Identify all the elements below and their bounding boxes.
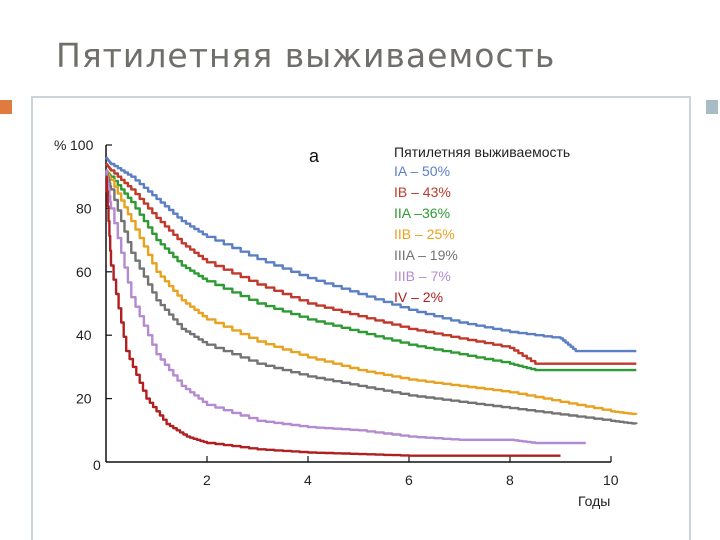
slide-title: Пятилетняя выживаемость	[56, 36, 556, 75]
x-tick-label: 10	[603, 472, 619, 488]
series-group	[105, 162, 637, 365]
x-tick-label-0: 0	[93, 457, 101, 473]
series-group	[105, 175, 561, 457]
x-tick-label: 2	[203, 472, 211, 488]
chart-series	[105, 156, 638, 457]
x-tick-label: 4	[304, 472, 312, 488]
chart-axes: % Годы 0 a	[54, 137, 611, 509]
series-group	[105, 169, 637, 372]
legend-entry: IV – 2%	[394, 289, 443, 305]
chart-ticks: 100 80 60 40 20 2 4 6 8 10	[70, 137, 619, 488]
legend-entry: IIA –36%	[394, 205, 450, 221]
x-tick-label: 6	[405, 472, 413, 488]
series-line	[105, 169, 638, 425]
chart-frame	[31, 96, 691, 540]
series-group	[105, 169, 638, 416]
chart-legend: Пятилетняя выживаемость IA – 50% IB – 43%…	[394, 144, 570, 305]
series-line	[105, 162, 637, 365]
series-group	[105, 156, 637, 353]
legend-entry: IIIA – 19%	[394, 247, 458, 263]
series-line	[105, 169, 637, 372]
y-axis-label: %	[54, 137, 66, 153]
y-tick-label: 100	[70, 137, 94, 153]
y-tick-label: 80	[76, 200, 92, 216]
y-tick-label: 60	[76, 264, 92, 280]
legend-entry: IIIB – 7%	[394, 268, 451, 284]
y-tick-label: 40	[76, 327, 92, 343]
series-line	[105, 175, 561, 457]
series-line	[105, 169, 586, 445]
legend-entry: IB – 43%	[394, 184, 451, 200]
slide-bullet-marker-right	[706, 100, 718, 114]
legend-entry: IIB – 25%	[394, 226, 455, 242]
x-axis-label: Годы	[578, 493, 610, 509]
panel-label: a	[309, 146, 320, 166]
y-tick-label: 20	[76, 391, 92, 407]
legend-title: Пятилетняя выживаемость	[394, 144, 570, 160]
x-tick-label: 8	[506, 472, 514, 488]
series-line	[105, 156, 637, 353]
series-group	[105, 169, 586, 445]
series-group	[105, 169, 638, 425]
slide-bullet-marker	[0, 100, 12, 114]
legend-entry: IA – 50%	[394, 163, 450, 179]
series-line	[105, 169, 638, 416]
